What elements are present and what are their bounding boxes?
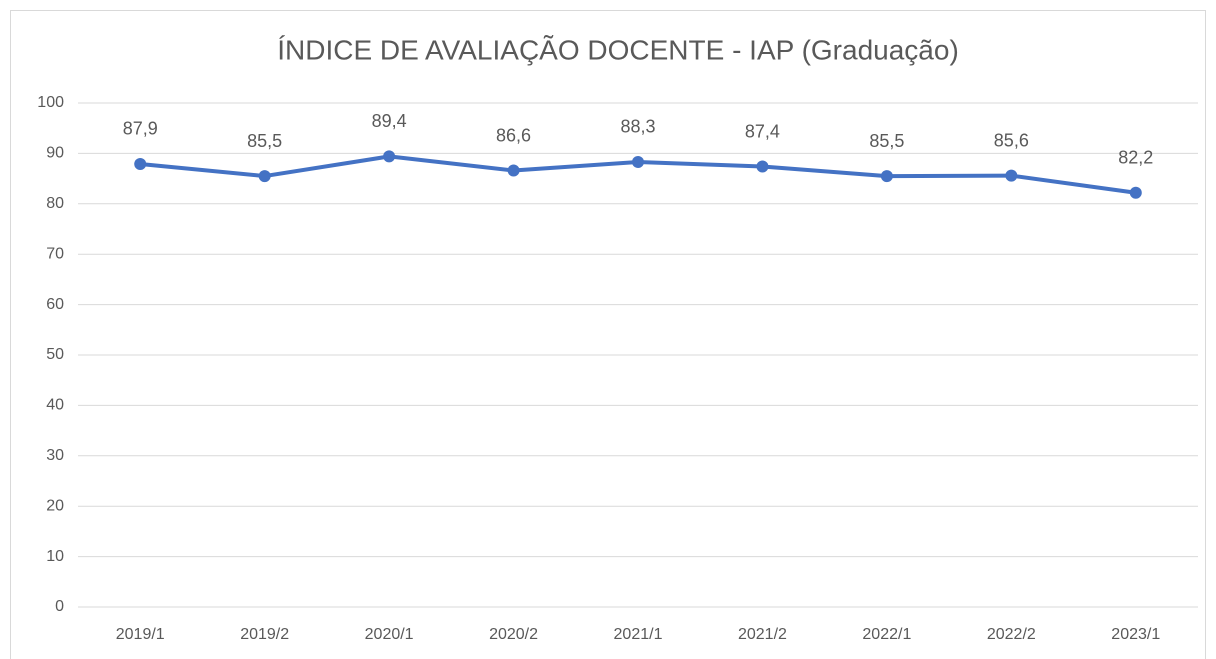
data-point [1129,186,1142,199]
y-tick-label: 30 [46,447,64,464]
data-point [507,164,520,177]
data-label: 88,3 [620,117,655,137]
y-tick-label: 20 [46,497,64,514]
y-tick-label: 70 [46,245,64,262]
y-tick-label: 0 [55,598,64,615]
y-tick-label: 100 [37,94,64,111]
x-tick-label: 2020/2 [489,626,538,643]
data-label: 85,6 [994,130,1029,150]
x-tick-label: 2023/1 [1111,626,1160,643]
data-point [258,170,271,183]
data-point [134,157,147,170]
data-label: 89,4 [372,111,407,131]
y-tick-label: 40 [46,397,64,414]
x-tick-label: 2019/2 [240,626,289,643]
y-tick-label: 80 [46,195,64,212]
data-point [632,155,644,168]
x-tick-label: 2020/1 [365,626,414,643]
data-label: 87,9 [123,119,158,139]
y-tick-label: 60 [46,296,64,313]
y-tick-label: 10 [46,548,64,565]
x-tick-label: 2021/2 [738,626,787,643]
data-point [1005,169,1018,182]
data-point [756,160,769,173]
data-label: 86,6 [496,125,531,145]
data-point [880,170,893,183]
chart-title: ÍNDICE DE AVALIAÇÃO DOCENTE - IAP (Gradu… [277,34,959,65]
chart-border [10,10,1206,659]
data-label: 87,4 [745,121,780,141]
x-tick-label: 2019/1 [116,626,165,643]
data-label: 82,2 [1118,147,1153,167]
x-tick-label: 2022/2 [987,626,1036,643]
y-tick-label: 90 [46,145,64,162]
x-tick-label: 2021/1 [614,626,663,643]
x-tick-label: 2022/1 [862,626,911,643]
data-label: 85,5 [869,131,904,151]
data-point [383,150,396,163]
y-tick-label: 50 [46,346,64,363]
data-label: 85,5 [247,131,282,151]
